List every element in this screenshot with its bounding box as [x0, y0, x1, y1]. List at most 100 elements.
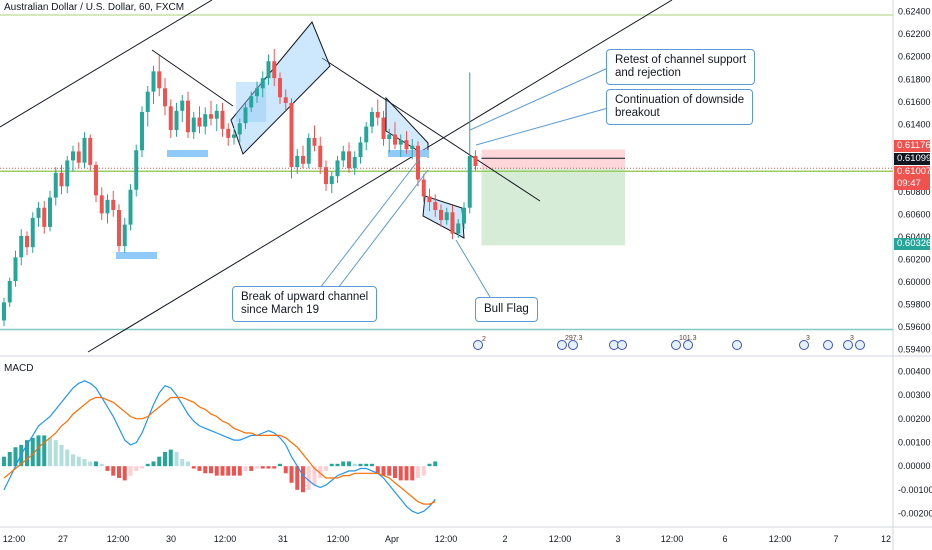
event-badge-label: 3	[850, 335, 854, 342]
macd-histogram-bar	[295, 466, 300, 490]
macd-histogram-bar	[65, 449, 70, 467]
macd-histogram-bar	[30, 437, 35, 467]
macd-histogram-bar	[283, 466, 288, 474]
candle-body	[180, 100, 185, 111]
macd-histogram-bar	[352, 463, 357, 467]
candle-body	[145, 91, 150, 112]
macd-histogram-bar	[243, 466, 248, 471]
macd-histogram-bar	[226, 466, 231, 476]
event-badges: 2 297.3 101.3 3 3	[473, 335, 865, 350]
macd-histogram-bar	[25, 440, 29, 467]
price-tick-label: 0.60000	[898, 277, 931, 287]
annotation-continuation[interactable]: Continuation of downside breakout	[606, 89, 754, 125]
macd-histogram-bar	[398, 466, 403, 481]
time-tick-label: 30	[166, 534, 176, 544]
macd-histogram-bar	[99, 463, 104, 467]
candle-body	[157, 71, 162, 89]
annotation-break[interactable]: Break of upward channel since March 19	[232, 286, 378, 322]
candle-body	[375, 111, 380, 118]
candle-body	[163, 88, 167, 107]
stop-loss-zone	[481, 149, 625, 169]
candle-body	[404, 140, 409, 150]
macd-histogram-bar	[364, 463, 369, 467]
macd-histogram-bar	[197, 466, 202, 471]
candle-body	[174, 110, 179, 130]
leader-continuation	[475, 107, 609, 146]
candle-body	[249, 96, 254, 108]
candle-body	[352, 157, 357, 169]
candle-body	[220, 110, 225, 129]
macd-tick-label: 0.00400	[898, 366, 931, 376]
last-price-tag: 0.61099	[894, 153, 931, 165]
price-tick-label: 0.61800	[898, 74, 931, 84]
candle-body	[128, 189, 133, 225]
annotation-retest[interactable]: Retest of channel support and rejection	[606, 49, 756, 85]
candle-body	[393, 134, 397, 145]
leader-bull-flag	[455, 239, 491, 298]
macd-histogram-bar	[42, 435, 47, 467]
candle-body	[272, 61, 277, 79]
macd-histogram-bar	[82, 459, 87, 467]
macd-histogram-bar	[76, 456, 81, 467]
macd-histogram-bar	[375, 466, 380, 474]
candle-body	[387, 134, 392, 139]
candle-body	[168, 106, 173, 130]
price-tick-label: 0.59800	[898, 300, 931, 310]
macd-histogram-bar	[237, 466, 242, 476]
event-badge-label: 101.3	[679, 335, 697, 342]
symbol-title[interactable]: Australian Dollar / U.S. Dollar, 60, FXC…	[4, 2, 185, 13]
candle-body	[381, 117, 386, 139]
macd-histogram-bar	[214, 466, 219, 476]
candle-body	[203, 114, 208, 127]
macd-histogram-bar	[105, 466, 110, 471]
macd-histogram-bar	[370, 463, 374, 467]
countdown-tag: 09:47	[894, 178, 930, 190]
candle-body	[88, 137, 93, 165]
macd-histogram-bar	[94, 461, 98, 467]
event-badge-icon	[617, 340, 627, 350]
price-tick-label: 0.60200	[898, 255, 931, 265]
candle-body	[71, 151, 75, 161]
lower-channel-line	[87, 0, 673, 353]
annotation-bull-flag[interactable]: Bull Flag	[475, 297, 538, 322]
candle-body	[416, 145, 420, 180]
candle-body	[301, 155, 305, 164]
candle-body	[370, 111, 374, 127]
macd-histogram-bar	[111, 466, 116, 476]
time-tick-label: 12:00	[3, 534, 26, 544]
target-price-tag: 0.60326	[894, 238, 931, 250]
macd-histogram-bar	[157, 456, 162, 467]
macd-axis[interactable]: 0.00400 0.00300 0.00200 0.00100 0.00000 -…	[898, 366, 932, 518]
macd-histogram-bar	[260, 466, 265, 469]
candle-body	[266, 61, 271, 79]
trade-zones	[481, 149, 625, 246]
candlestick-series	[2, 48, 478, 327]
macd-histogram-bar	[13, 447, 18, 467]
macd-indicator-title[interactable]: MACD	[4, 363, 34, 374]
candle-body	[19, 235, 24, 258]
candle-body	[347, 151, 351, 169]
candle-body	[111, 199, 116, 210]
macd-histogram-bar	[151, 461, 156, 467]
macd-histogram-bar	[410, 466, 415, 481]
macd-tick-label: 0.00000	[898, 461, 931, 471]
leader-retest	[469, 67, 609, 131]
time-tick-label: 3	[615, 534, 620, 544]
signal-line	[3, 396, 436, 505]
macd-histogram-bar	[168, 449, 173, 467]
time-tick-label: 12	[881, 534, 891, 544]
candle-body	[197, 117, 202, 127]
macd-histogram-bar	[255, 466, 259, 469]
leader-break-1	[319, 157, 421, 289]
candle-body	[283, 97, 288, 103]
annotation-bull-flag-text: Bull Flag	[484, 303, 529, 315]
price-tick-label: 0.62200	[898, 29, 931, 39]
candle-body	[48, 197, 52, 227]
macd-histogram-bar	[416, 466, 420, 479]
time-tick-label: 31	[278, 534, 288, 544]
macd-histogram-bar	[203, 466, 208, 474]
time-tick-label: 12:00	[214, 534, 237, 544]
time-axis[interactable]: 12:00 27 12:00 30 12:00 31 12:00 Apr 12:00 2 12:00…	[3, 534, 891, 544]
